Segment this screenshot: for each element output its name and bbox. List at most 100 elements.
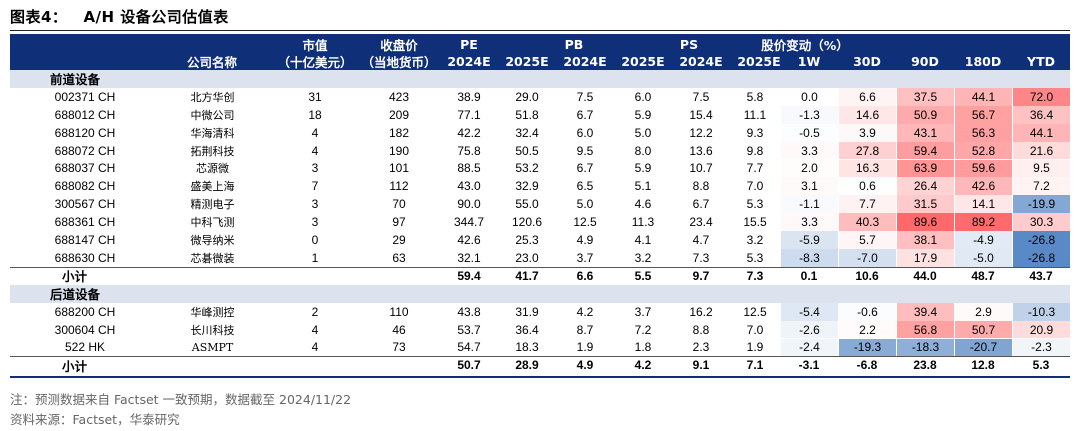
ps-2024-cell: 6.7 (692, 197, 710, 212)
pb-2024-cell: 9.5 (576, 143, 594, 158)
perf-30d-cell: 27.8 (838, 141, 896, 160)
pb-2024-cell: 4.9 (576, 233, 594, 248)
subtotal-perf-ytd-cell: 5.3 (1032, 358, 1050, 373)
ticker-cell: 688012 CH (54, 107, 116, 122)
perf-90d-cell: 26.4 (896, 177, 954, 196)
perf-ytd-cell: -10.3 (1012, 302, 1070, 321)
ps-2024-cell: 8.8 (692, 179, 710, 194)
ps-2025-cell: 5.3 (746, 250, 764, 265)
source-note: 资料来源：Factset，华泰研究 (10, 412, 180, 427)
subtotal-pe-2025-cell: 41.7 (515, 268, 539, 283)
company-name-cell: 拓荆科技 (190, 144, 235, 158)
perf-90d-cell: 50.9 (896, 105, 954, 124)
ps-2025-cell: 7.7 (746, 161, 764, 176)
table-row: 688072 CH 拓荆科技 4 190 75.8 50.5 9.5 8.0 13.6 9.8 3.… (10, 141, 1070, 160)
perf-1w-cell: -1.1 (780, 195, 838, 214)
subtotal-pe-2025-cell: 28.9 (515, 358, 539, 373)
ps-2024-cell: 8.8 (692, 322, 710, 337)
perf-30d-cell: -7.0 (838, 249, 896, 267)
perf-30d-cell: 7.7 (838, 195, 896, 214)
perf-90d-cell: 37.5 (896, 87, 954, 106)
perf-180d-cell: 2.9 (954, 302, 1012, 321)
price-cell: 63 (392, 250, 406, 265)
pe-2025-cell: 31.9 (515, 304, 539, 319)
subtotal-perf-1w-cell: -3.1 (798, 358, 820, 373)
perf-90d-cell: 89.6 (896, 213, 954, 232)
pb-2024-cell: 4.2 (576, 304, 594, 319)
header-30d: 30D (853, 53, 881, 69)
perf-ytd-cell: 9.5 (1012, 159, 1070, 178)
table-row: 688630 CH 芯碁微装 1 63 32.1 23.0 3.7 3.2 7.3 5.3 -8.3… (10, 249, 1070, 267)
header-ytd: YTD (1027, 53, 1055, 69)
company-name-cell: 长川科技 (190, 323, 235, 337)
header-price-unit: （当地货币） (361, 54, 437, 70)
ps-2024-cell: 15.4 (689, 107, 713, 122)
perf-90d-cell: 17.9 (896, 249, 954, 267)
perf-180d-cell: 56.7 (954, 105, 1012, 124)
pb-2025-cell: 5.9 (634, 107, 652, 122)
mktcap-cell: 7 (311, 179, 319, 194)
figure-label: 图表4： (10, 8, 68, 26)
perf-1w-cell: -8.3 (780, 249, 838, 267)
ps-2025-cell: 11.1 (743, 107, 767, 122)
subtotal-pb-2024-cell: 4.9 (576, 358, 594, 373)
price-cell: 101 (388, 161, 410, 176)
section-label: 后道设备 (50, 287, 101, 303)
table-row: 522 HK ASMPT 4 73 54.7 18.3 1.9 1.8 2.3 1.9 -2.4 -1… (10, 338, 1070, 357)
pb-2024-cell: 1.9 (576, 340, 594, 355)
ticker-cell: 688361 CH (54, 215, 116, 230)
company-name-cell: 中微公司 (190, 108, 235, 122)
pb-2025-cell: 1.8 (634, 340, 652, 355)
pb-2025-cell: 5.9 (634, 161, 652, 176)
ticker-cell: 688037 CH (54, 161, 116, 176)
ps-2024-cell: 23.4 (689, 215, 713, 230)
perf-ytd-cell: -2.3 (1012, 338, 1070, 357)
price-cell: 110 (389, 304, 409, 319)
perf-ytd-cell: 36.4 (1012, 105, 1070, 124)
pe-2024-cell: 75.8 (457, 143, 481, 158)
table-row: 688082 CH 盛美上海 7 112 43.0 32.9 6.5 5.1 8.8 7.0 3.1… (10, 177, 1070, 196)
pe-2025-cell: 25.3 (515, 233, 539, 248)
table-bottom-rule (10, 376, 1070, 379)
pe-2025-cell: 32.4 (515, 125, 539, 140)
perf-1w-cell: 3.3 (780, 141, 838, 160)
pe-2025-cell: 23.0 (515, 250, 539, 265)
pe-2024-cell: 43.8 (457, 304, 481, 319)
subtotal-perf-90d-cell: 23.8 (913, 358, 937, 373)
header-perf: 股价变动（%） (761, 37, 849, 53)
perf-1w-cell: -1.3 (780, 105, 838, 124)
ticker-cell: 688147 CH (54, 233, 116, 248)
perf-ytd-cell: 44.1 (1012, 123, 1070, 142)
pe-2024-cell: 53.7 (457, 322, 481, 337)
ps-2024-cell: 12.2 (689, 125, 713, 140)
ps-2025-cell: 9.3 (746, 125, 764, 140)
perf-1w-cell: -0.5 (780, 123, 838, 142)
subtotal-label: 小计 (62, 358, 88, 374)
pb-2024-cell: 6.5 (576, 179, 594, 194)
perf-30d-cell: 5.7 (838, 231, 896, 249)
ps-2025-cell: 7.0 (746, 179, 764, 194)
ps-2024-cell: 2.3 (692, 340, 710, 355)
perf-180d-cell: 59.6 (954, 159, 1012, 178)
perf-180d-cell: 89.2 (954, 213, 1012, 232)
subtotal-divider (10, 266, 1070, 268)
subtotal-ps-2024-cell: 9.7 (692, 268, 710, 283)
pb-2025-cell: 4.6 (634, 197, 652, 212)
pb-2024-cell: 5.0 (576, 197, 594, 212)
mktcap-cell: 3 (311, 215, 319, 230)
pb-2024-cell: 6.0 (576, 125, 594, 140)
header-pe-2025: 2025E (505, 53, 549, 69)
pb-2025-cell: 11.3 (631, 215, 655, 230)
pb-2024-cell: 8.7 (576, 322, 594, 337)
mktcap-cell: 18 (308, 107, 322, 122)
perf-1w-cell: 3.3 (780, 213, 838, 232)
price-cell: 423 (388, 89, 410, 104)
pb-2025-cell: 6.0 (634, 89, 652, 104)
mktcap-cell: 4 (311, 340, 319, 355)
perf-ytd-cell: -19.9 (1012, 195, 1070, 214)
perf-ytd-cell: -26.8 (1012, 231, 1070, 249)
mktcap-cell: 4 (311, 322, 319, 337)
ticker-cell: 688072 CH (54, 143, 116, 158)
perf-90d-cell: 38.1 (896, 231, 954, 249)
perf-180d-cell: 44.1 (954, 87, 1012, 106)
